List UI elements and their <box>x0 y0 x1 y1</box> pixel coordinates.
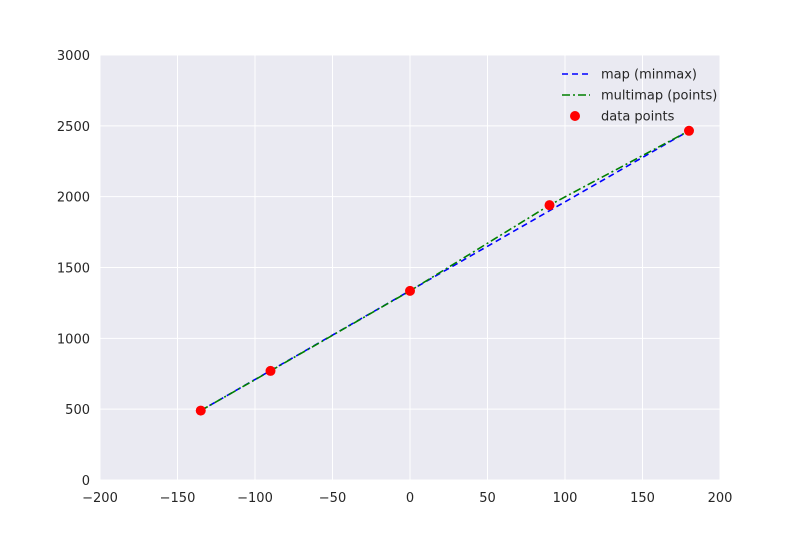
y-tick-label: 2500 <box>57 120 90 135</box>
y-tick-label: 1000 <box>57 332 90 347</box>
x-tick-label: −100 <box>237 491 273 506</box>
y-tick-label: 1500 <box>57 262 90 277</box>
legend: map (minmax) multimap (points) data points <box>562 68 717 125</box>
legend-marker <box>570 111 580 121</box>
y-tick-label: 0 <box>82 474 90 489</box>
series-layer <box>195 125 694 416</box>
x-tick-label: −200 <box>82 491 118 506</box>
x-tick-label: 50 <box>479 491 496 506</box>
legend-label: data points <box>601 110 675 125</box>
legend-label: multimap (points) <box>601 89 717 104</box>
x-axis-ticks: −200 −150 −100 −50 0 50 100 150 200 <box>82 491 732 506</box>
y-axis-ticks: 0 500 1000 1500 2000 2500 3000 <box>57 49 90 489</box>
data-point-marker <box>195 405 206 416</box>
y-tick-label: 2000 <box>57 191 90 206</box>
data-point-marker <box>405 285 415 296</box>
x-tick-label: 150 <box>630 491 655 506</box>
grid <box>99 54 721 481</box>
x-tick-label: 200 <box>708 491 733 506</box>
data-point-marker <box>265 365 276 376</box>
y-tick-label: 3000 <box>57 49 90 64</box>
x-tick-label: 0 <box>406 491 414 506</box>
x-tick-label: −50 <box>319 491 346 506</box>
x-tick-label: −150 <box>160 491 196 506</box>
data-point-marker <box>544 200 555 211</box>
series-line <box>200 130 690 412</box>
y-tick-label: 500 <box>65 403 90 418</box>
legend-label: map (minmax) <box>601 68 697 83</box>
data-point-marker <box>684 125 694 136</box>
x-tick-label: 100 <box>553 491 578 506</box>
